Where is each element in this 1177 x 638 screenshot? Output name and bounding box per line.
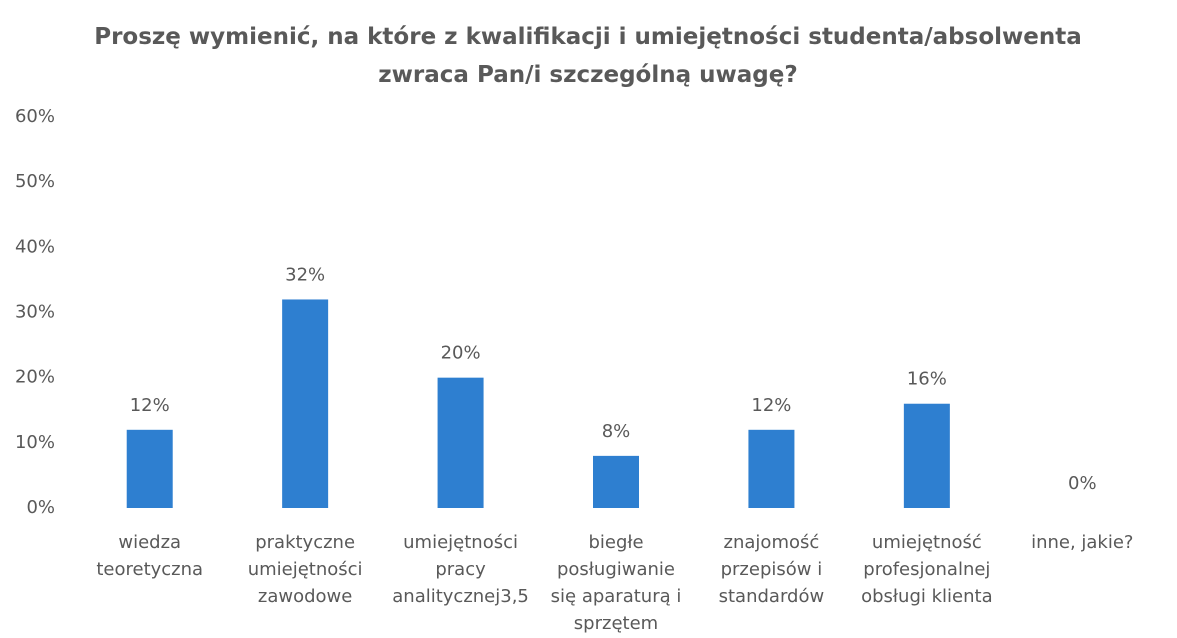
- bar: [748, 429, 795, 508]
- x-tick-label: inne, jakie?: [1031, 532, 1133, 553]
- chart-title: Proszę wymienić, na które z kwalifikacji…: [94, 24, 1082, 88]
- y-tick-label: 40%: [15, 236, 55, 257]
- value-label: 0%: [1068, 473, 1097, 494]
- x-tick-label: umiejętności pracy analitycznej3,5: [392, 532, 529, 607]
- value-label: 32%: [285, 264, 325, 285]
- bar: [593, 455, 639, 508]
- value-label: 16%: [907, 369, 947, 390]
- value-label: 12%: [130, 395, 170, 416]
- bar: [126, 429, 173, 508]
- bar: [437, 377, 484, 508]
- x-tick-label: praktyczne umiejętności zawodowe: [248, 532, 363, 607]
- y-tick-label: 20%: [15, 367, 55, 388]
- bar: [903, 403, 950, 508]
- value-label: 8%: [602, 421, 631, 442]
- bar: [282, 299, 329, 508]
- x-tick-label: wiedza teoretyczna: [96, 532, 203, 580]
- x-tick-label: biegłe posługiwanie się aparaturą i sprzęte…: [551, 532, 682, 634]
- value-label: 12%: [751, 395, 791, 416]
- x-tick-label: umiejętność profesjonalnej obsługi klienta: [861, 532, 992, 607]
- y-tick-label: 30%: [15, 302, 55, 323]
- y-tick-label: 60%: [15, 106, 55, 127]
- value-label: 20%: [441, 343, 481, 364]
- y-tick-label: 50%: [15, 171, 55, 192]
- y-tick-label: 10%: [15, 432, 55, 453]
- y-tick-label: 0%: [26, 497, 55, 518]
- x-tick-label: znajomość przepisów i standardów: [719, 532, 825, 607]
